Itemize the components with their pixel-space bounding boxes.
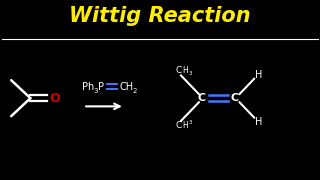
Text: H: H bbox=[183, 66, 188, 75]
Text: H: H bbox=[255, 117, 262, 127]
Text: C: C bbox=[175, 122, 182, 130]
Text: C: C bbox=[230, 93, 239, 103]
Text: 3: 3 bbox=[189, 120, 192, 125]
Text: H: H bbox=[183, 122, 188, 130]
Text: 3: 3 bbox=[189, 71, 192, 76]
Text: H: H bbox=[255, 70, 262, 80]
Text: Ph: Ph bbox=[82, 82, 94, 92]
Text: P: P bbox=[98, 82, 104, 92]
Text: C: C bbox=[175, 66, 182, 75]
Text: 2: 2 bbox=[132, 88, 137, 94]
Text: Wittig Reaction: Wittig Reaction bbox=[69, 6, 251, 26]
Text: CH: CH bbox=[119, 82, 133, 92]
Text: 3: 3 bbox=[94, 88, 98, 94]
Text: C: C bbox=[197, 93, 206, 103]
Text: O: O bbox=[49, 92, 60, 105]
